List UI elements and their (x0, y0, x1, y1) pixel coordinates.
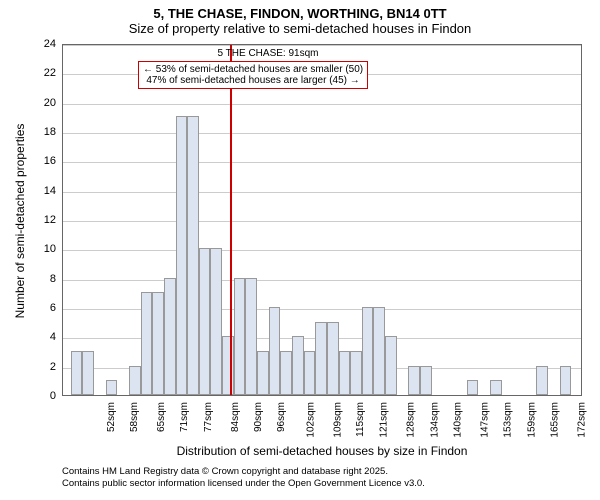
gridline (63, 133, 581, 134)
histogram-bar (82, 351, 94, 395)
histogram-bar (187, 116, 199, 395)
y-tick-label: 2 (0, 361, 56, 373)
histogram-bar (164, 278, 176, 395)
histogram-bar (339, 351, 351, 395)
histogram-bar (560, 366, 572, 395)
chart-container: 5, THE CHASE, FINDON, WORTHING, BN14 0TT… (0, 0, 600, 500)
annotation-smaller: ← 53% of semi-detached houses are smalle… (143, 64, 363, 75)
histogram-bar (280, 351, 292, 395)
x-tick-label: 159sqm (526, 402, 537, 438)
x-axis-label: Distribution of semi-detached houses by … (62, 444, 582, 458)
reference-line (230, 45, 232, 395)
x-tick-label: 153sqm (503, 402, 514, 438)
x-tick-label: 90sqm (253, 402, 264, 432)
histogram-bar (222, 336, 234, 395)
x-tick-label: 165sqm (550, 402, 561, 438)
annotation-box: ← 53% of semi-detached houses are smalle… (138, 61, 368, 89)
histogram-bar (257, 351, 269, 395)
x-tick-label: 172sqm (577, 402, 588, 438)
y-tick-label: 12 (0, 214, 56, 226)
histogram-bar (304, 351, 316, 395)
histogram-bar (129, 366, 141, 395)
histogram-bar (350, 351, 362, 395)
y-tick-label: 8 (0, 273, 56, 285)
footer-line1: Contains HM Land Registry data © Crown c… (62, 466, 388, 477)
x-tick-label: 115sqm (355, 402, 366, 437)
histogram-bar (327, 322, 339, 395)
histogram-bar (210, 248, 222, 395)
histogram-bar (106, 380, 118, 395)
gridline (63, 192, 581, 193)
histogram-bar (315, 322, 327, 395)
histogram-bar (408, 366, 420, 395)
x-tick-label: 128sqm (406, 402, 417, 438)
histogram-bar (536, 366, 548, 395)
x-tick-label: 121sqm (379, 402, 390, 438)
x-tick-label: 65sqm (156, 402, 167, 432)
title-line1: 5, THE CHASE, FINDON, WORTHING, BN14 0TT (0, 6, 600, 21)
x-tick-label: 52sqm (106, 402, 117, 432)
x-tick-label: 77sqm (203, 402, 214, 432)
x-tick-label: 71sqm (179, 402, 190, 432)
x-tick-label: 147sqm (480, 402, 491, 438)
x-tick-label: 134sqm (429, 402, 440, 438)
histogram-bar (362, 307, 374, 395)
histogram-bar (199, 248, 211, 395)
x-tick-label: 96sqm (276, 402, 287, 432)
histogram-bar (152, 292, 164, 395)
gridline (63, 280, 581, 281)
histogram-bar (234, 278, 246, 395)
x-tick-label: 140sqm (453, 402, 464, 438)
histogram-bar (269, 307, 281, 395)
x-tick-label: 102sqm (305, 402, 316, 438)
gridline (63, 162, 581, 163)
y-axis-label: Number of semi-detached properties (13, 111, 27, 331)
y-tick-label: 16 (0, 155, 56, 167)
x-tick-label: 109sqm (332, 402, 343, 438)
histogram-bar (490, 380, 502, 395)
histogram-bar (420, 366, 432, 395)
gridline (63, 221, 581, 222)
chart-title: 5, THE CHASE, FINDON, WORTHING, BN14 0TT… (0, 6, 600, 36)
histogram-bar (71, 351, 83, 395)
y-tick-label: 0 (0, 390, 56, 402)
gridline (63, 250, 581, 251)
y-tick-label: 4 (0, 331, 56, 343)
y-tick-label: 22 (0, 67, 56, 79)
gridline (63, 45, 581, 46)
histogram-bar (292, 336, 304, 395)
title-line2: Size of property relative to semi-detach… (0, 21, 600, 36)
x-tick-label: 58sqm (129, 402, 140, 432)
histogram-bar (467, 380, 479, 395)
y-tick-label: 10 (0, 243, 56, 255)
y-tick-label: 6 (0, 302, 56, 314)
footer-line2: Contains public sector information licen… (62, 478, 425, 489)
annotation-title: 5 THE CHASE: 91sqm (153, 48, 383, 59)
histogram-bar (385, 336, 397, 395)
y-tick-label: 24 (0, 38, 56, 50)
y-tick-label: 14 (0, 185, 56, 197)
y-tick-label: 18 (0, 126, 56, 138)
histogram-bar (176, 116, 188, 395)
plot-area: 5 THE CHASE: 91sqm ← 53% of semi-detached… (62, 44, 582, 396)
histogram-bar (141, 292, 153, 395)
x-tick-label: 84sqm (230, 402, 241, 432)
y-tick-label: 20 (0, 97, 56, 109)
annotation-larger: 47% of semi-detached houses are larger (… (143, 75, 363, 86)
histogram-bar (373, 307, 385, 395)
gridline (63, 104, 581, 105)
histogram-bar (245, 278, 257, 395)
